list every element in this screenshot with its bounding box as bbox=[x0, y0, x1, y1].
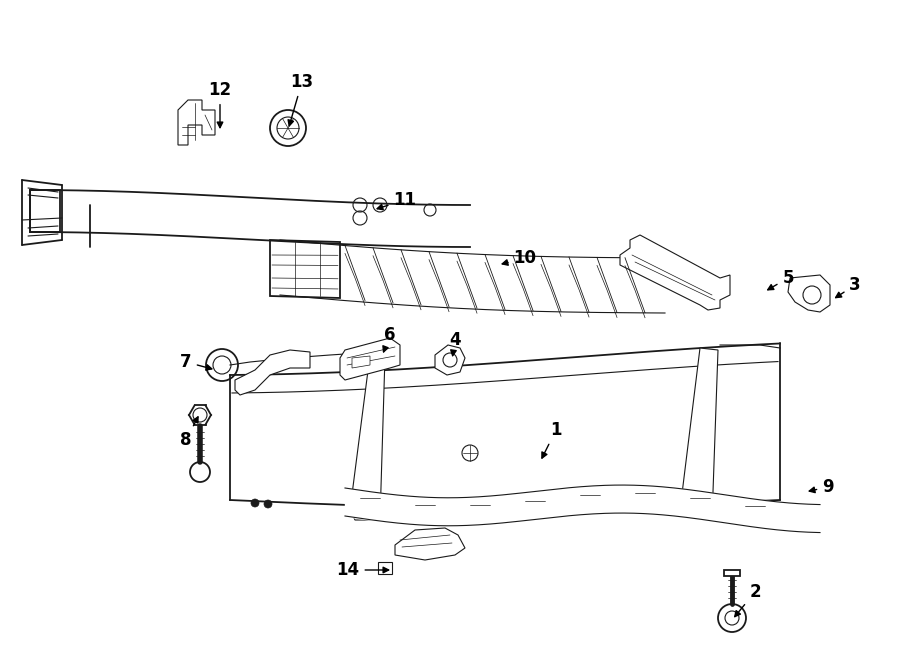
Polygon shape bbox=[30, 190, 60, 232]
Polygon shape bbox=[340, 338, 400, 380]
Polygon shape bbox=[270, 240, 340, 298]
Polygon shape bbox=[235, 350, 310, 395]
Text: 11: 11 bbox=[377, 191, 417, 210]
Text: 5: 5 bbox=[768, 269, 794, 290]
Polygon shape bbox=[395, 528, 465, 560]
Text: 12: 12 bbox=[209, 81, 231, 128]
Polygon shape bbox=[620, 235, 730, 310]
Text: 14: 14 bbox=[337, 561, 389, 579]
Text: 2: 2 bbox=[734, 583, 760, 617]
Text: 4: 4 bbox=[449, 331, 461, 356]
Text: 9: 9 bbox=[809, 478, 833, 496]
Polygon shape bbox=[378, 562, 392, 574]
Polygon shape bbox=[724, 570, 740, 576]
Circle shape bbox=[264, 500, 272, 508]
Polygon shape bbox=[352, 356, 370, 368]
Text: 7: 7 bbox=[180, 353, 211, 371]
Text: 13: 13 bbox=[288, 73, 313, 126]
Polygon shape bbox=[178, 100, 215, 145]
Polygon shape bbox=[350, 355, 385, 520]
Polygon shape bbox=[788, 275, 830, 312]
Text: 8: 8 bbox=[180, 417, 198, 449]
Text: 10: 10 bbox=[502, 249, 536, 267]
Text: 3: 3 bbox=[835, 276, 860, 297]
Polygon shape bbox=[435, 345, 465, 375]
Text: 1: 1 bbox=[542, 421, 562, 458]
Text: 6: 6 bbox=[382, 326, 396, 352]
Circle shape bbox=[251, 499, 259, 507]
Polygon shape bbox=[680, 348, 718, 520]
